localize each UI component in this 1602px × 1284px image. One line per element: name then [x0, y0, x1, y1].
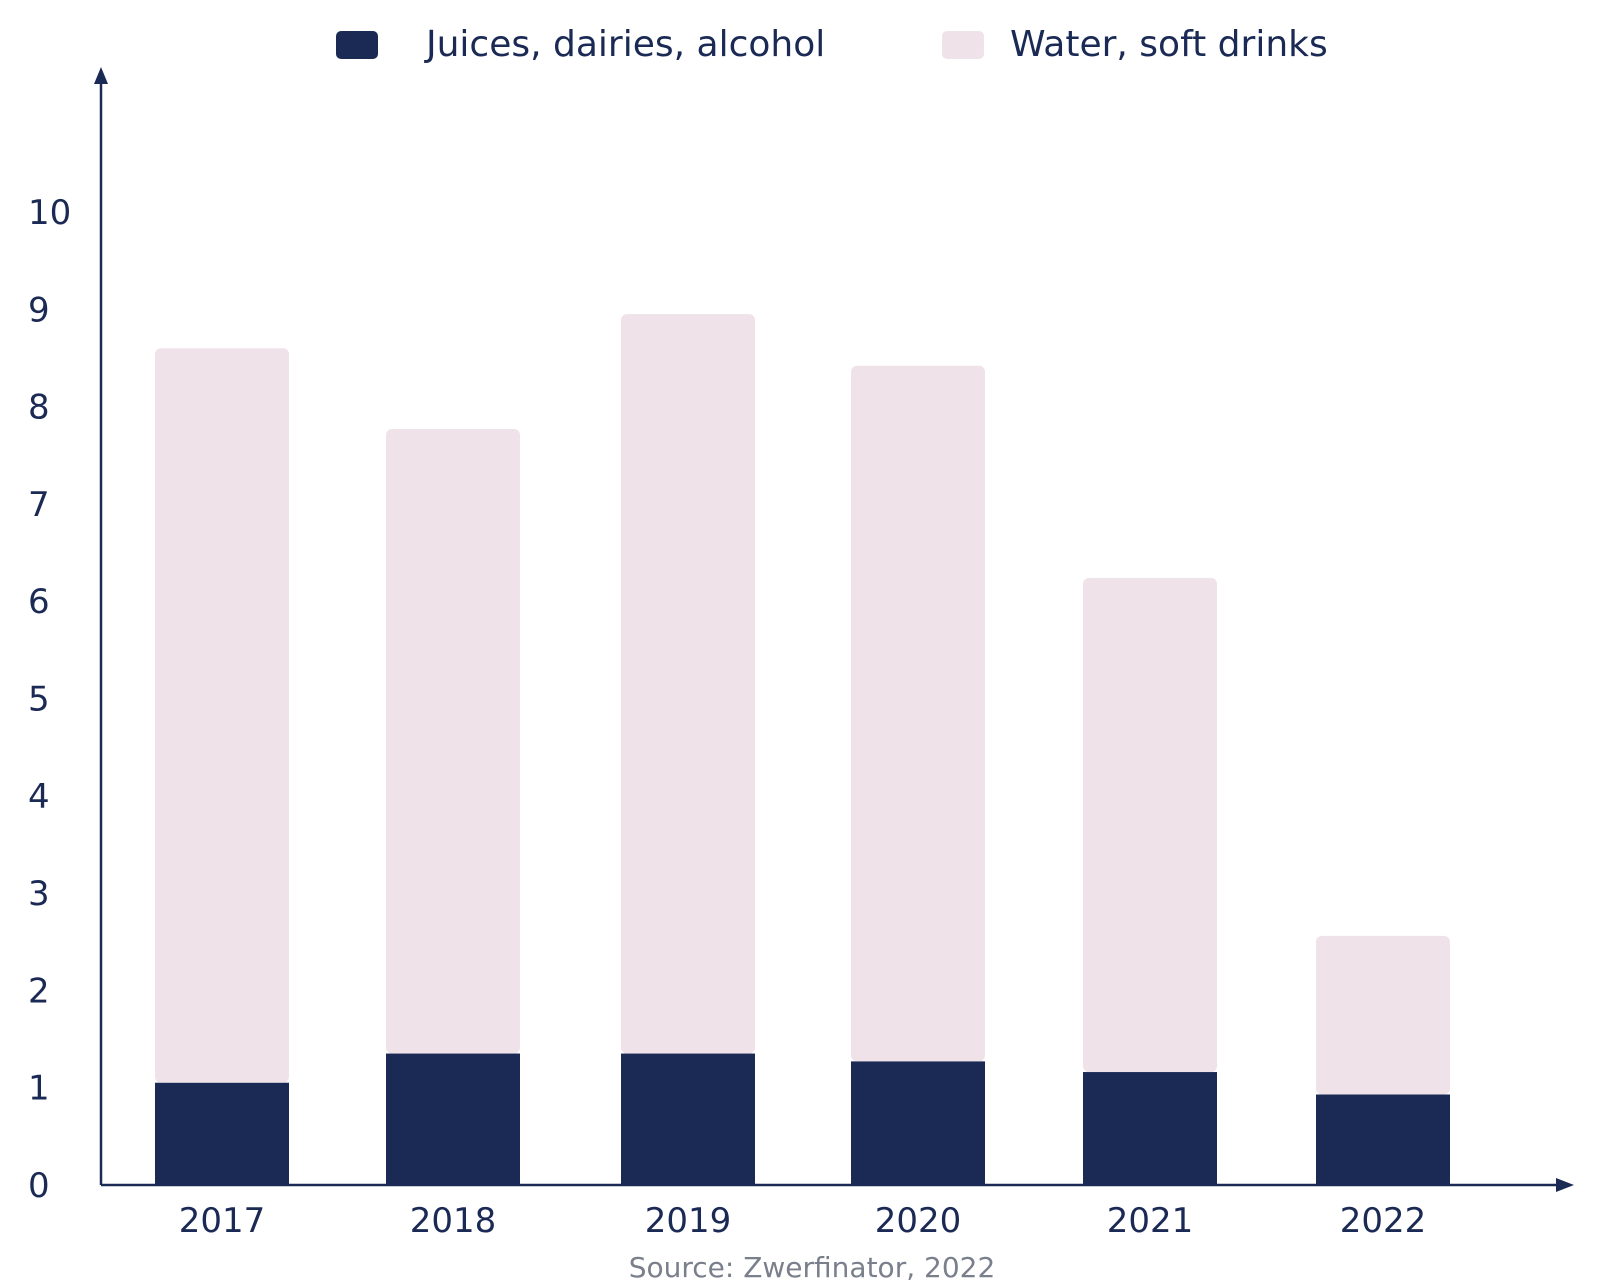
bar-segment-juices-overlay [1083, 1072, 1217, 1185]
legend-swatch-water [942, 31, 984, 59]
y-tick-label: 9 [28, 290, 50, 330]
y-tick-label: 2 [28, 971, 50, 1011]
y-tick-labels: 0 1 2 3 4 5 6 7 8 9 10 [28, 193, 71, 1206]
bar-segment-water [1083, 577, 1217, 1073]
bar-segment-juices-overlay [621, 1053, 755, 1185]
x-tick-label: 2018 [410, 1201, 497, 1241]
x-tick-label: 2019 [645, 1201, 732, 1241]
source-note: Source: Zwerfinator, 2022 [629, 1251, 996, 1284]
y-tick-label: 0 [28, 1166, 50, 1206]
y-tick-label: 7 [28, 485, 50, 525]
legend-swatch-juices [336, 31, 378, 59]
x-tick-label: 2021 [1107, 1201, 1194, 1241]
y-tick-label: 3 [28, 874, 50, 914]
x-tick-label: 2020 [875, 1201, 962, 1241]
bar-segment-juices-overlay [386, 1053, 520, 1185]
axes [94, 67, 1574, 1192]
bar-segment-juices-overlay [155, 1082, 289, 1185]
bar-segment-water [386, 428, 520, 1054]
x-tick-labels: 2017 2018 2019 2020 2021 2022 [179, 1201, 1427, 1241]
bar-segment-water [621, 314, 755, 1054]
legend: Juices, dairies, alcohol Water, soft dri… [336, 24, 1328, 65]
bar-segment-water [851, 365, 985, 1062]
y-tick-label: 6 [28, 582, 50, 622]
x-tick-label: 2017 [179, 1201, 266, 1241]
y-axis-arrow [94, 67, 108, 84]
legend-label-water: Water, soft drinks [1010, 24, 1328, 65]
bar-segment-water [155, 348, 289, 1083]
legend-label-juices: Juices, dairies, alcohol [424, 24, 825, 65]
y-tick-label: 8 [28, 388, 50, 428]
bar-segment-juices-overlay [1316, 1094, 1450, 1185]
x-axis-arrow [1556, 1178, 1574, 1192]
y-tick-label: 1 [28, 1069, 50, 1109]
bar-segment-juices-overlay [851, 1061, 985, 1185]
bars-group [155, 314, 1450, 1185]
y-tick-label: 5 [28, 680, 50, 720]
y-tick-label: 10 [28, 193, 71, 233]
y-tick-label: 4 [28, 777, 50, 817]
bar-segment-water [1316, 935, 1450, 1095]
x-tick-label: 2022 [1340, 1201, 1427, 1241]
